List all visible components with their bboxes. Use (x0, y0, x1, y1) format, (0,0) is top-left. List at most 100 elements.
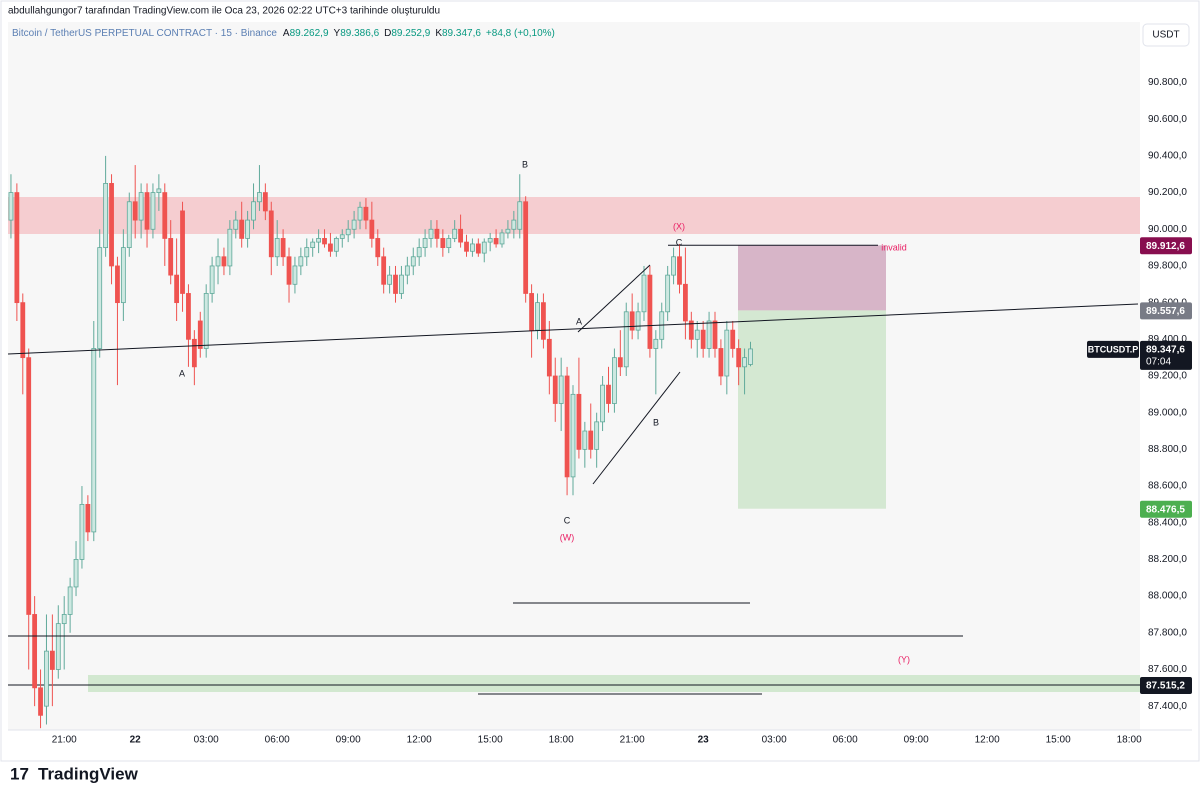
candle-body (203, 293, 209, 349)
wave-label: A (179, 368, 185, 378)
candle-body (730, 329, 736, 349)
candle-body (517, 201, 523, 230)
candle-body (546, 338, 552, 377)
currency-button[interactable] (1142, 23, 1190, 47)
candle-body (617, 357, 623, 368)
price-tag (1140, 500, 1192, 518)
candle-body (215, 256, 221, 267)
candle-body (245, 219, 251, 239)
candle-body (191, 338, 197, 368)
candle-body (262, 192, 268, 212)
candle-body (292, 265, 298, 285)
candle-body (322, 238, 327, 245)
candle-body (239, 219, 245, 239)
candle-body (683, 283, 688, 322)
candle-body (588, 430, 594, 450)
candle-body (511, 219, 517, 230)
candle-body (363, 206, 369, 221)
candle-body (665, 274, 671, 313)
candle-body (14, 192, 20, 304)
candle-body (304, 247, 310, 258)
wave-label: (W) (560, 532, 575, 542)
price-tag (1140, 237, 1192, 255)
candle-body (552, 375, 558, 404)
price-tag (1140, 302, 1192, 320)
y-tick-label: 88.400,0 (1148, 517, 1187, 528)
y-tick-label: 89.200,0 (1148, 371, 1187, 382)
candle-body (475, 243, 481, 254)
caption: abdullahgungor7 tarafından TradingView.c… (8, 6, 440, 17)
x-tick-label: 15:00 (1046, 735, 1071, 746)
candle-body (541, 302, 546, 340)
candle-body (446, 238, 452, 249)
candle-body (629, 311, 635, 331)
x-tick-label: 22 (130, 735, 142, 746)
channel-line (592, 371, 681, 485)
symbol-label: BTCUSDT.P (1088, 344, 1139, 354)
candle-body (647, 274, 653, 349)
price-tag (1140, 677, 1192, 695)
legend-prefix: A (283, 28, 290, 39)
candle-body (458, 228, 463, 243)
candle-body (197, 320, 203, 349)
candle-body (481, 241, 487, 254)
legend-prefix: K (435, 28, 442, 39)
x-tick-label: 06:00 (265, 735, 290, 746)
candle-body (333, 238, 339, 252)
candle-body (671, 256, 676, 276)
candle-body (20, 302, 26, 359)
candle-body (493, 238, 499, 245)
candle-body (38, 687, 43, 716)
price-tag (1140, 340, 1192, 370)
y-tick-label: 87.400,0 (1148, 701, 1187, 712)
wave-label: B (653, 417, 659, 427)
candle-body (694, 329, 700, 340)
invalid-label: invalid (881, 242, 907, 252)
wave-label: B (522, 159, 528, 169)
candle-body (328, 243, 333, 252)
candle-body (91, 348, 97, 533)
symbol-title: Bitcoin / TetherUS PERPETUAL CONTRACT · … (12, 28, 277, 39)
x-tick-label: 15:00 (478, 735, 503, 746)
candle-body (677, 256, 682, 285)
candle-body (558, 375, 564, 404)
candle-body (162, 192, 168, 239)
candle-body (280, 238, 286, 258)
candle-body (464, 241, 469, 252)
axes: 87.400,0 87.600,0 87.800,0 88.000,0 88.200,0… (52, 77, 1192, 746)
trend-line (7, 303, 1139, 355)
candle-body (286, 256, 292, 285)
candle-body (688, 320, 694, 340)
candle-body (487, 238, 493, 243)
supply-zone (8, 197, 1140, 234)
candle-body (612, 357, 617, 404)
candle-body (706, 320, 712, 349)
candle-body (570, 393, 576, 478)
candle-body (470, 243, 475, 252)
legend-prefix: D (384, 28, 391, 39)
x-tick-label: 23 (698, 735, 710, 746)
candle-body (8, 192, 14, 221)
candle-body (61, 614, 67, 625)
candle-body (251, 201, 256, 221)
candle-body (233, 219, 239, 230)
candle-body (742, 357, 747, 368)
candle-body (724, 329, 730, 377)
candle-body (144, 192, 150, 230)
candle-body (103, 183, 109, 249)
price-axis (1140, 22, 1192, 730)
candle-body (718, 348, 724, 377)
candle-body (381, 256, 387, 285)
candle-body (410, 256, 416, 267)
position-tool (8, 244, 1140, 686)
x-tick-label: 18:00 (549, 735, 574, 746)
candle-body (535, 302, 540, 331)
y-tick-label: 88.600,0 (1148, 481, 1187, 492)
candle-body (452, 228, 458, 239)
candle-body (499, 232, 505, 245)
candle-body (635, 311, 641, 331)
candle-body (428, 228, 434, 239)
